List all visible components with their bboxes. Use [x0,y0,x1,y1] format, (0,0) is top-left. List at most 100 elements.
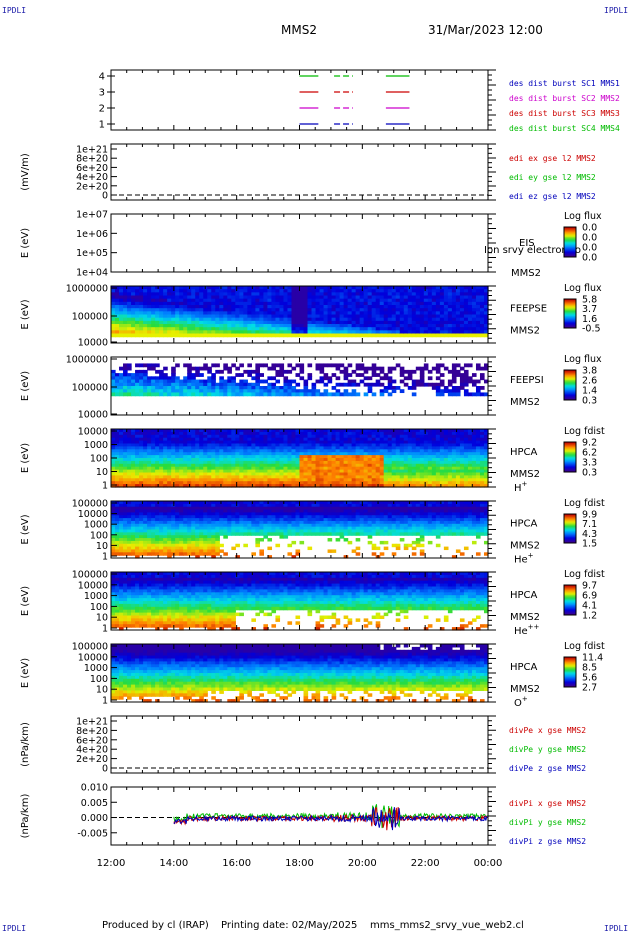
feepse-panel-cell [459,295,465,300]
feepse-panel-cell [219,305,224,309]
feepse-panel-cell [303,320,309,325]
feepse-panel-cell [235,330,240,335]
feepse-panel-cell [367,305,373,309]
feepsi-panel-cell [411,369,417,374]
feepsi-panel-cell [123,382,128,387]
feepsi-panel-cell [243,369,248,374]
feepse-panel-cell [151,301,156,306]
feepse-panel-cell [231,333,236,338]
feepse-panel-cell [303,327,309,331]
feepse-panel-cell [347,317,353,322]
feepsi-panel-cell [387,392,393,397]
feepsi-panel-cell [327,392,333,397]
feepse-panel-cell [191,320,196,325]
feepse-panel-cell [159,333,164,338]
feepse-panel-cell [375,301,381,306]
feepse-panel-cell [483,320,489,325]
feepse-panel-cell [163,286,168,290]
feepse-panel-cell [435,320,441,325]
feepse-panel-cell [403,327,409,331]
feepse-panel-cell [403,330,409,335]
feepse-panel-cell [211,333,216,338]
feepse-panel-cell [379,301,385,306]
feepsi-panel-cell [143,363,148,368]
feepse-panel-cell [395,298,401,303]
feepse-panel-cell [459,317,465,322]
feepse-panel-cell [295,320,301,325]
feepse-panel-cell [167,324,172,328]
divpe-panel-legend-3: divPe z gse MMS2 [509,764,586,773]
feepse-panel-cell [211,311,216,316]
feepse-panel-cell [479,298,485,303]
feepse-panel-cell [115,330,120,335]
feepse-panel-cell [311,286,317,290]
feepse-panel-cell [459,333,465,338]
feepse-panel-cell [471,286,477,290]
feepse-panel-cell [459,330,465,335]
feepse-panel-cell [187,320,192,325]
feepse-panel-cell [319,314,325,319]
feepse-panel-cell [387,311,393,316]
feepse-panel-cell [311,292,317,297]
feepsi-panel-cell [199,366,204,371]
feepsi-panel-cell [299,369,305,374]
feepsi-panel-cell [135,376,140,381]
feepse-panel-cell [407,308,413,312]
feepse-panel-cell [279,301,285,306]
feepsi-panel-cell [171,389,176,394]
feepse-panel-cell [343,301,349,306]
feepsi-panel-cell [151,379,156,384]
feepse-panel-cell [235,305,240,309]
feepse-panel-cell [415,314,421,319]
feepse-panel-cell [127,333,132,338]
feepse-panel-cell [383,305,389,309]
feepse-panel-cell [391,289,397,293]
feepsi-panel-cell [223,382,228,387]
feepsi-panel-cell [431,386,437,390]
feepse-panel-cell [435,295,441,300]
corner-label-top-right: IPDLI [604,6,629,15]
feepse-panel-cell [331,317,337,322]
feepsi-panel-cell [203,389,208,394]
eis-panel-overlay-text: Ion srvy electron to [484,245,581,256]
feepsi-panel-cell [363,382,369,387]
feepse-panel-cell [467,298,473,303]
feepse-panel-cell [359,333,365,338]
feepsi-panel-cell [175,376,180,381]
feepse-panel-cell [159,327,164,331]
feepse-panel-cell [423,308,429,312]
feepse-panel-cell [399,305,405,309]
feepse-panel-y-tick-label: 1000000 [66,284,108,295]
eis-panel-cbar-segment [564,243,576,245]
feepsi-panel-cell [427,376,433,381]
feepse-panel-cell [467,292,473,297]
feepsi-panel-cell [331,363,337,368]
feepse-panel-cell [283,286,289,290]
feepse-panel-cell [283,317,289,322]
feepsi-panel-y-tick-label: 1000000 [66,355,108,366]
feepse-panel-cell [395,327,401,331]
feepse-panel-cell [203,308,208,312]
feepse-panel-cell [291,314,297,319]
feepse-panel-cell [323,330,329,335]
feepse-panel-cell [367,308,373,312]
feepse-panel-cell [335,292,341,297]
feepsi-panel-cell [211,363,216,368]
feepse-panel-cell [111,311,116,316]
feepse-panel-cell [243,301,248,306]
feepse-panel-cell [155,305,160,309]
hpca-h-panel-y-tick-label: 100 [90,454,108,465]
feepse-panel-cell [271,292,277,297]
feepse-panel-cell [135,295,140,300]
feepse-panel-cell [463,311,469,316]
feepse-panel-cell [483,317,489,322]
feepsi-panel-cell [115,379,120,384]
feepsi-panel-cell [407,376,413,381]
feepse-panel-cell [291,298,297,303]
feepse-panel-cell [355,308,361,312]
feepsi-panel-cell [443,389,449,394]
feepsi-panel-cell [227,379,232,384]
feepse-panel-cell [335,298,341,303]
feepse-panel-cell [259,298,264,303]
feepse-panel-cell [199,305,204,309]
